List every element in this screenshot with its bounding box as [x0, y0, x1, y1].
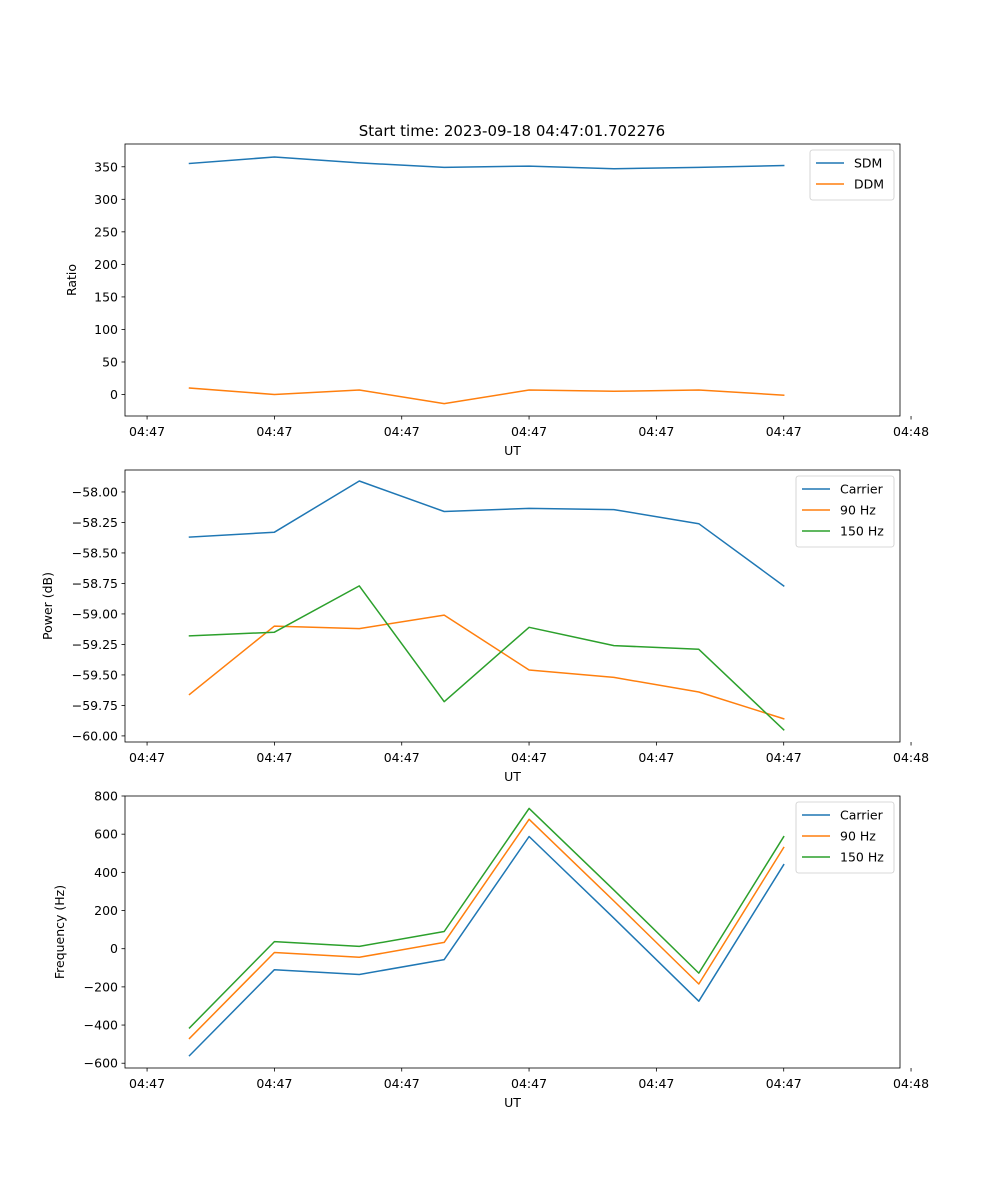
y-tick-label: −58.25 [72, 515, 118, 530]
y-tick-label: −58.50 [72, 545, 118, 560]
series-line-90-hz [188, 818, 785, 1040]
chart-panels: 04:47 04:47 04:47 04:47 04:47 04:47 04:48 0 50 10… [40, 143, 929, 1111]
x-tick-label: 04:47 [511, 1076, 547, 1091]
x-tick-label: 04:47 [256, 750, 292, 765]
y-tick-label: 100 [94, 322, 118, 337]
x-tick-label: 04:47 [384, 1076, 420, 1091]
y-axis-label: Power (dB) [40, 572, 55, 640]
panel-2: 04:47 04:47 04:47 04:47 04:47 04:47 04:48 −60.0… [40, 469, 929, 784]
series-line-ddm [188, 387, 785, 405]
y-axis-label: Frequency (Hz) [52, 885, 67, 979]
axes-frame [124, 469, 901, 743]
x-tick-label: 04:47 [638, 424, 674, 439]
x-tick-label: 04:47 [766, 424, 802, 439]
y-tick-label: −400 [84, 1018, 118, 1033]
legend: SDM DDM [809, 149, 895, 201]
y-tick-label: 250 [94, 224, 118, 239]
chart-title: Start time: 2023-09-18 04:47:01.702276 [359, 122, 665, 140]
y-tick-label: −58.75 [72, 576, 118, 591]
series-line-carrier [188, 835, 785, 1057]
y-tick-label: −59.00 [72, 606, 118, 621]
series-line-90-hz [188, 614, 785, 720]
y-tick-label: 350 [94, 159, 118, 174]
x-tick-label: 04:47 [384, 424, 420, 439]
axes-frame [124, 795, 901, 1069]
axes-frame [124, 143, 901, 417]
x-axis-label: UT [504, 443, 521, 458]
legend: Carrier 90 Hz 150 Hz [795, 475, 895, 548]
x-tick-label: 04:47 [511, 750, 547, 765]
x-tick-label: 04:47 [256, 424, 292, 439]
x-tick-label: 04:47 [638, 750, 674, 765]
y-axis-label: Ratio [64, 264, 79, 296]
y-tick-label: 600 [94, 827, 118, 842]
y-tick-label: 50 [102, 354, 118, 369]
x-tick-label: 04:48 [893, 1076, 929, 1091]
y-tick-label: −58.00 [72, 484, 118, 499]
y-tick-label: −600 [84, 1056, 118, 1071]
legend-label: DDM [854, 177, 884, 192]
x-tick-label: 04:47 [129, 424, 165, 439]
legend-label: Carrier [840, 482, 884, 497]
legend-box [795, 801, 895, 874]
x-tick-label: 04:47 [766, 750, 802, 765]
y-tick-label: −59.50 [72, 667, 118, 682]
y-tick-label: 150 [94, 289, 118, 304]
legend-label: Carrier [840, 808, 884, 823]
x-tick-label: 04:48 [893, 750, 929, 765]
series-line-150-hz [188, 807, 785, 1029]
x-tick-label: 04:47 [511, 424, 547, 439]
legend-label: 150 Hz [840, 524, 884, 539]
legend-label: 90 Hz [840, 503, 876, 518]
x-tick-label: 04:47 [384, 750, 420, 765]
x-tick-label: 04:47 [129, 1076, 165, 1091]
legend: Carrier 90 Hz 150 Hz [795, 801, 895, 874]
x-tick-label: 04:47 [766, 1076, 802, 1091]
legend-label: SDM [854, 156, 882, 171]
series-line-150-hz [188, 585, 785, 731]
legend-label: 90 Hz [840, 829, 876, 844]
panel-1: 04:47 04:47 04:47 04:47 04:47 04:47 04:48 0 50 10… [64, 143, 929, 458]
y-tick-label: 800 [94, 789, 118, 804]
y-tick-label: 200 [94, 903, 118, 918]
y-tick-label: −200 [84, 979, 118, 994]
x-tick-label: 04:48 [893, 424, 929, 439]
legend-label: 150 Hz [840, 850, 884, 865]
y-tick-label: 200 [94, 257, 118, 272]
y-tick-label: 0 [110, 941, 118, 956]
legend-box [795, 475, 895, 548]
x-tick-label: 04:47 [256, 1076, 292, 1091]
y-tick-label: 400 [94, 865, 118, 880]
series-line-carrier [188, 480, 785, 587]
y-tick-label: −59.25 [72, 637, 118, 652]
y-tick-label: −60.00 [72, 728, 118, 743]
x-axis-label: UT [504, 1095, 521, 1110]
x-tick-label: 04:47 [129, 750, 165, 765]
series-line-sdm [188, 156, 785, 170]
panel-3: 04:47 04:47 04:47 04:47 04:47 04:47 04:48 −600 −… [52, 789, 929, 1111]
y-tick-label: −59.75 [72, 698, 118, 713]
x-tick-label: 04:47 [638, 1076, 674, 1091]
y-tick-label: 300 [94, 192, 118, 207]
y-tick-label: 0 [110, 387, 118, 402]
x-axis-label: UT [504, 769, 521, 784]
